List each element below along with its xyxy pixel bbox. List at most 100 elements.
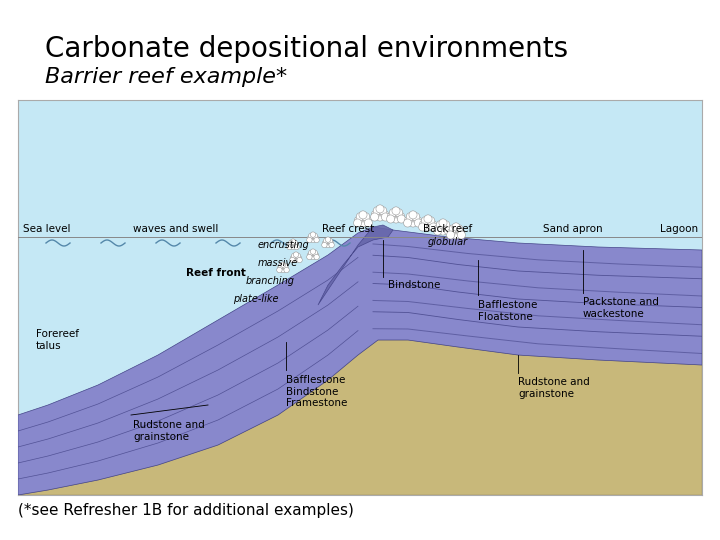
Circle shape — [293, 252, 299, 257]
Circle shape — [405, 216, 413, 224]
Text: Barrier reef example*: Barrier reef example* — [45, 67, 287, 87]
Text: plate-like: plate-like — [233, 294, 279, 304]
Circle shape — [287, 244, 292, 249]
Circle shape — [427, 217, 435, 225]
Circle shape — [387, 212, 395, 220]
Circle shape — [356, 213, 364, 221]
Circle shape — [434, 224, 443, 232]
Circle shape — [403, 219, 412, 227]
Circle shape — [310, 237, 315, 242]
Circle shape — [412, 213, 420, 221]
Circle shape — [421, 217, 429, 225]
Circle shape — [359, 219, 367, 227]
Circle shape — [424, 223, 432, 231]
Circle shape — [387, 215, 395, 223]
Text: waves and swell: waves and swell — [133, 224, 218, 234]
Text: Reef front: Reef front — [186, 268, 246, 278]
Text: Lagoon: Lagoon — [660, 224, 698, 234]
Text: encrusting: encrusting — [258, 240, 310, 250]
Circle shape — [322, 242, 327, 248]
Circle shape — [289, 240, 294, 246]
Circle shape — [359, 211, 367, 219]
Circle shape — [418, 223, 427, 231]
Circle shape — [292, 240, 297, 246]
Circle shape — [276, 267, 282, 273]
Circle shape — [436, 221, 444, 229]
Polygon shape — [18, 227, 702, 495]
Circle shape — [327, 238, 333, 244]
Circle shape — [307, 253, 312, 258]
Circle shape — [283, 266, 289, 271]
Circle shape — [392, 207, 400, 215]
Circle shape — [310, 232, 315, 237]
Circle shape — [395, 208, 402, 217]
Circle shape — [447, 228, 456, 237]
Text: Bindstone: Bindstone — [388, 280, 441, 290]
Circle shape — [361, 213, 370, 221]
Circle shape — [424, 215, 432, 223]
Circle shape — [325, 237, 330, 242]
Circle shape — [390, 208, 397, 217]
Circle shape — [452, 231, 460, 239]
Circle shape — [420, 220, 428, 228]
Circle shape — [433, 227, 441, 235]
Circle shape — [376, 213, 384, 221]
Circle shape — [454, 225, 463, 233]
Text: massive: massive — [258, 258, 298, 268]
Circle shape — [294, 244, 300, 249]
Circle shape — [325, 242, 330, 248]
Circle shape — [446, 231, 454, 239]
Text: branching: branching — [246, 276, 295, 286]
Circle shape — [354, 216, 363, 224]
Circle shape — [328, 240, 333, 246]
Circle shape — [282, 263, 287, 268]
Text: Forereef
talus: Forereef talus — [36, 329, 79, 351]
Circle shape — [457, 231, 465, 239]
Circle shape — [372, 210, 379, 218]
Circle shape — [314, 237, 319, 242]
Circle shape — [312, 233, 318, 239]
Circle shape — [310, 249, 315, 254]
Circle shape — [429, 223, 438, 231]
Circle shape — [284, 267, 289, 273]
Circle shape — [382, 213, 390, 221]
Text: Bafflestone
Floatstone: Bafflestone Floatstone — [478, 300, 537, 322]
Circle shape — [287, 242, 293, 248]
Circle shape — [409, 211, 417, 219]
Text: Reef crest: Reef crest — [322, 224, 374, 234]
Circle shape — [290, 239, 296, 244]
Circle shape — [441, 221, 450, 229]
Circle shape — [307, 235, 312, 241]
Circle shape — [308, 250, 314, 255]
Circle shape — [413, 216, 421, 224]
Text: Packstone and
wackestone: Packstone and wackestone — [583, 297, 659, 319]
Circle shape — [414, 219, 423, 227]
Circle shape — [289, 257, 295, 262]
Circle shape — [323, 240, 328, 246]
Circle shape — [364, 216, 372, 224]
Circle shape — [313, 235, 319, 241]
Circle shape — [439, 227, 447, 235]
Circle shape — [444, 227, 452, 235]
Text: Rudstone and
grainstone: Rudstone and grainstone — [133, 420, 204, 442]
Circle shape — [392, 215, 400, 223]
Circle shape — [452, 223, 460, 231]
Text: Carbonate depositional environments: Carbonate depositional environments — [45, 35, 568, 63]
Text: (*see Refresher 1B for additional examples): (*see Refresher 1B for additional exampl… — [18, 503, 354, 518]
Circle shape — [444, 224, 451, 232]
Text: Rudstone and
grainstone: Rudstone and grainstone — [518, 377, 590, 399]
Circle shape — [307, 237, 312, 242]
Text: globular: globular — [428, 237, 468, 247]
Text: Back reef: Back reef — [423, 224, 472, 234]
Circle shape — [280, 262, 286, 267]
Circle shape — [379, 207, 387, 215]
Circle shape — [297, 255, 302, 261]
Circle shape — [397, 215, 405, 223]
Circle shape — [364, 219, 372, 227]
Circle shape — [295, 253, 300, 259]
Circle shape — [397, 212, 405, 220]
Text: Sea level: Sea level — [23, 224, 71, 234]
Circle shape — [307, 254, 312, 260]
Circle shape — [428, 220, 436, 228]
Circle shape — [406, 213, 414, 221]
